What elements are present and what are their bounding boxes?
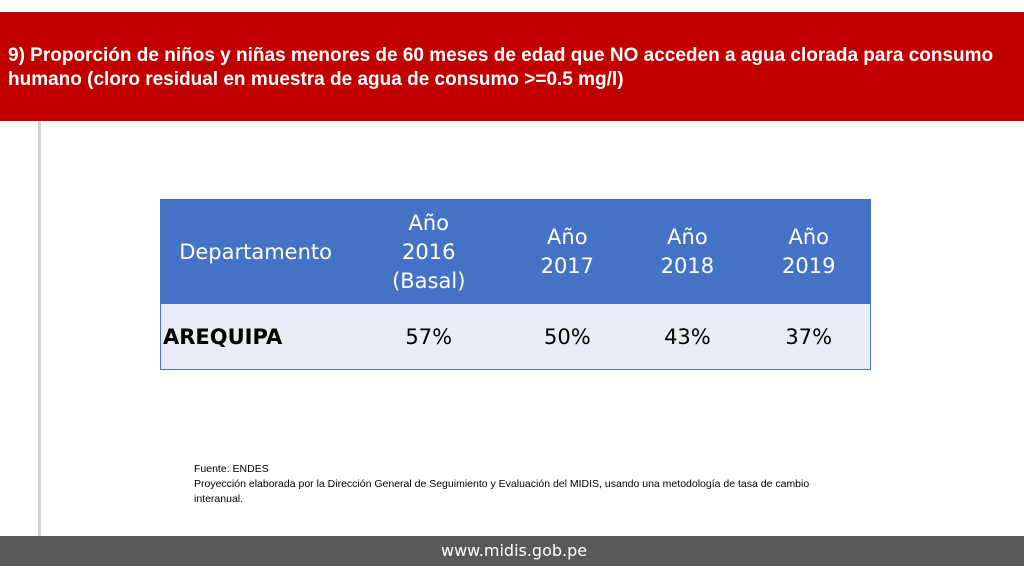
projection-note: Proyección elaborada por la Dirección Ge… <box>194 478 810 505</box>
source-notes: Fuente: ENDES Proyección elaborada por l… <box>194 462 844 507</box>
table-row: AREQUIPA 57% 50% 43% 37% <box>160 304 871 370</box>
cell-2016: 57% <box>350 304 508 370</box>
cell-2017: 50% <box>507 304 628 370</box>
header-2016: Año 2016 (Basal) <box>350 199 508 304</box>
title-band <box>0 12 1024 121</box>
footer-bar <box>0 536 1024 566</box>
header-2018: Año 2018 <box>627 199 748 304</box>
source-line: Fuente: ENDES <box>194 463 269 475</box>
data-table: Departamento Año 2016 (Basal) Año 2017 A… <box>160 199 871 370</box>
cell-2019: 37% <box>747 304 871 370</box>
left-divider <box>38 121 41 536</box>
slide-title: 9) Proporción de niños y niñas menores d… <box>8 45 994 90</box>
header-2019: Año 2019 <box>747 199 871 304</box>
cell-2018: 43% <box>627 304 748 370</box>
table-header-row: Departamento Año 2016 (Basal) Año 2017 A… <box>160 199 871 304</box>
cell-departamento: AREQUIPA <box>160 304 351 370</box>
footer-url: www.midis.gob.pe <box>441 541 588 560</box>
header-departamento: Departamento <box>160 199 351 304</box>
header-2017: Año 2017 <box>507 199 628 304</box>
